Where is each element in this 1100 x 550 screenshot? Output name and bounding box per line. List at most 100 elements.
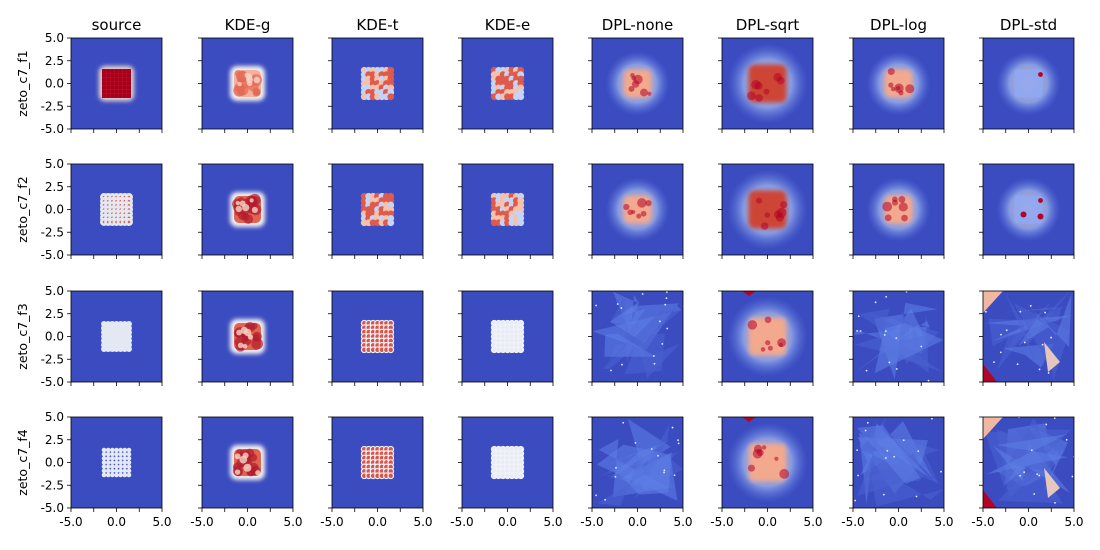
y-tick-label: 2.5 (45, 54, 64, 68)
noise-point (882, 493, 885, 496)
grid-point (114, 456, 119, 461)
density-spot (882, 201, 893, 212)
density-spot (252, 87, 261, 96)
grid-point (125, 329, 132, 336)
heatmap (462, 417, 553, 508)
density-peak (1038, 198, 1043, 203)
heatmap (332, 38, 423, 129)
grid-point (105, 472, 111, 478)
density-cell (126, 93, 131, 98)
heatmap (332, 417, 423, 508)
density-facet (1027, 425, 1068, 505)
y-tick-label: 5.0 (45, 31, 64, 45)
noise-point (616, 303, 619, 305)
noise-point (874, 301, 877, 304)
kernel-point (387, 472, 395, 480)
grid-point (109, 345, 116, 352)
grid-point (121, 333, 128, 340)
density-cell (106, 89, 111, 94)
heatmap (71, 164, 162, 255)
density-spot (905, 84, 915, 94)
density-peak (1037, 213, 1044, 220)
noise-point (1019, 474, 1022, 477)
grid-point (105, 337, 112, 344)
x-tick-label: 0.0 (889, 515, 908, 529)
row-label: zeto_c7_f2 (15, 176, 30, 242)
noise-point (999, 351, 1002, 354)
density-spot (884, 214, 892, 222)
y-tick-label: -5.0 (41, 375, 64, 389)
column-title: DPL-none (602, 16, 674, 34)
density-cell (126, 69, 131, 74)
grid-point (101, 447, 107, 453)
density-spot (747, 464, 755, 472)
noise-point (895, 337, 898, 340)
panel: 5.0 2.5 0.0 -2.5 -5.0 (41, 157, 163, 262)
density-cell (102, 93, 107, 98)
density-cell (102, 77, 107, 82)
kernel-point (517, 472, 525, 480)
density-cell (126, 85, 131, 90)
density-cell (110, 73, 115, 78)
density-cell (122, 77, 127, 82)
noise-point (856, 449, 858, 452)
density-spot (631, 209, 636, 215)
density-cell (114, 69, 119, 74)
noise-point (857, 474, 859, 477)
x-tick-label: 5.0 (152, 515, 171, 529)
density-peak (1020, 211, 1027, 218)
heatmap (202, 164, 293, 255)
density-cell (106, 77, 111, 82)
density-gap (244, 72, 249, 78)
grid-point (126, 464, 132, 469)
grid-point (117, 333, 124, 340)
noise-point (985, 310, 987, 313)
grid-point (125, 341, 132, 348)
panel: -5.0 0.0 5.0 (971, 416, 1084, 529)
panel: -5.0 0.0 5.0 (580, 416, 693, 529)
x-tick-label: 5.0 (283, 515, 302, 529)
y-tick-label: -5.0 (41, 501, 64, 515)
y-tick-label: -2.5 (41, 478, 64, 492)
density-facet (856, 425, 921, 484)
grid-point (121, 325, 128, 332)
density-spot (747, 320, 758, 330)
grid-point (126, 451, 132, 457)
density-spot (764, 316, 772, 324)
density-cell (106, 73, 111, 78)
density-spot (763, 88, 770, 95)
noise-point (902, 439, 905, 442)
noise-point (663, 471, 665, 474)
density-facet (742, 291, 756, 296)
density-cell (118, 73, 123, 78)
x-tick-label: -5.0 (580, 515, 603, 529)
noise-point (657, 454, 659, 457)
grid-point (118, 460, 123, 465)
grid-point (114, 464, 119, 469)
noise-point (634, 441, 637, 444)
row-label: zeto_c7_f4 (15, 429, 30, 496)
kernel-point (387, 93, 395, 101)
x-tick-label: -5.0 (59, 515, 82, 529)
panel (198, 163, 294, 259)
grid-point (117, 337, 124, 344)
panel (849, 290, 945, 386)
noise-point (1033, 493, 1036, 495)
noise-point (864, 429, 867, 432)
density-facet (983, 291, 1003, 313)
grid-point (109, 337, 116, 344)
density-cell (122, 85, 127, 90)
density-cell (114, 77, 119, 82)
grid-point (101, 341, 108, 348)
noise-point (663, 469, 666, 472)
grid-point (125, 321, 132, 328)
x-tick-label: -5.0 (190, 515, 213, 529)
density-cell (118, 93, 123, 98)
density-facet (983, 490, 997, 508)
heatmap (71, 291, 162, 382)
row-label: zeto_c7_f1 (15, 50, 30, 116)
noise-point (604, 498, 607, 501)
grid-point (101, 333, 108, 340)
kernel-point (387, 219, 395, 227)
grid-point (118, 451, 123, 457)
